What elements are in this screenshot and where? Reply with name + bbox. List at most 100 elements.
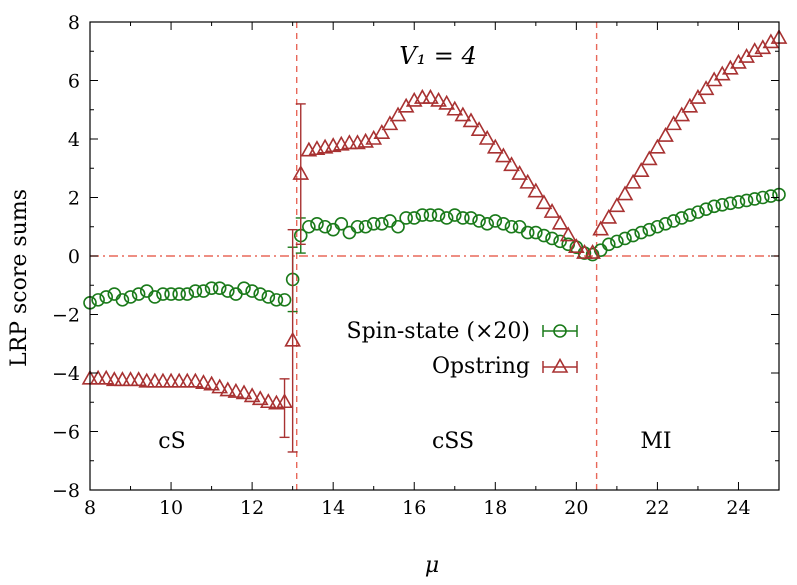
opstring-point bbox=[235, 384, 253, 400]
x-tick-label: 14 bbox=[321, 497, 345, 519]
spin-state-point bbox=[375, 217, 389, 231]
spin-state-point bbox=[683, 208, 697, 222]
opstring-point bbox=[762, 33, 780, 49]
y-tick-label: 2 bbox=[68, 188, 80, 210]
spin-state-point bbox=[496, 217, 511, 231]
spin-state-point bbox=[423, 208, 438, 222]
y-tick-label: −2 bbox=[52, 305, 80, 327]
spin-state-point bbox=[221, 284, 235, 298]
spin-state-point bbox=[383, 214, 397, 228]
opstring-point bbox=[251, 390, 269, 406]
opstring-point bbox=[97, 369, 115, 385]
opstring-point bbox=[511, 164, 528, 180]
opstring-point bbox=[519, 173, 537, 189]
opstring-point bbox=[681, 97, 699, 113]
spin-state-point bbox=[139, 284, 154, 298]
spin-state-point bbox=[707, 199, 721, 214]
opstring-point bbox=[640, 150, 658, 166]
opstring-point bbox=[551, 214, 569, 230]
opstring-point bbox=[422, 88, 439, 104]
legend-marker-spin bbox=[542, 324, 578, 338]
opstring-point bbox=[259, 393, 277, 409]
opstring-point bbox=[495, 147, 512, 163]
y-tick-label: 4 bbox=[68, 129, 80, 151]
opstring-point bbox=[227, 382, 245, 398]
opstring-point bbox=[657, 126, 674, 142]
spin-state-point bbox=[99, 290, 114, 304]
legend-marker-opstring bbox=[542, 357, 578, 373]
spin-state-point bbox=[674, 211, 689, 225]
spin-state-point bbox=[439, 211, 454, 225]
spin-state-point bbox=[610, 234, 624, 249]
spin-state-point bbox=[520, 225, 535, 240]
spin-state-point bbox=[545, 231, 559, 246]
opstring-point bbox=[114, 371, 131, 387]
spin-state-point bbox=[666, 214, 681, 228]
x-tick-label: 12 bbox=[240, 497, 264, 519]
spin-state-point bbox=[407, 211, 422, 225]
opstring-point bbox=[203, 375, 220, 391]
region-label-cs: cS bbox=[158, 429, 185, 454]
opstring-point bbox=[413, 88, 431, 104]
opstring-point bbox=[276, 393, 293, 409]
opstring-point bbox=[381, 115, 399, 131]
spin-state-point bbox=[91, 293, 105, 307]
opstring-point bbox=[178, 372, 196, 388]
spin-state-point bbox=[488, 214, 503, 228]
spin-state-point bbox=[601, 237, 616, 252]
opstring-point bbox=[503, 156, 520, 172]
opstring-point bbox=[584, 243, 601, 259]
spin-state-point bbox=[269, 293, 284, 307]
spin-state-point bbox=[148, 290, 162, 304]
opstring-series bbox=[81, 28, 788, 453]
opstring-point bbox=[576, 243, 593, 259]
spin-state-point bbox=[310, 217, 324, 231]
x-tick-label: 10 bbox=[159, 497, 183, 519]
opstring-point bbox=[130, 371, 148, 387]
spin-state-point bbox=[261, 290, 276, 304]
opstring-point bbox=[665, 115, 682, 131]
opstring-point bbox=[211, 378, 229, 394]
opstring-point bbox=[438, 94, 456, 110]
opstring-point bbox=[89, 369, 107, 385]
series-layer bbox=[81, 28, 788, 453]
x-tick-label: 20 bbox=[564, 497, 588, 519]
spin-state-point bbox=[618, 231, 632, 246]
spin-state-point bbox=[456, 211, 470, 225]
opstring-point bbox=[446, 100, 464, 116]
opstring-point bbox=[105, 371, 123, 387]
opstring-point bbox=[592, 220, 610, 236]
spin-state-point bbox=[658, 217, 673, 231]
region-label-css: cSS bbox=[432, 429, 474, 454]
y-tick-label: −4 bbox=[52, 363, 80, 385]
opstring-point bbox=[527, 182, 545, 198]
spin-state-point bbox=[585, 247, 600, 262]
x-tick-label: 22 bbox=[645, 497, 669, 519]
opstring-point bbox=[341, 134, 358, 150]
opstring-point bbox=[624, 173, 642, 189]
legend: Spin-state (×20) Opstring bbox=[347, 319, 578, 379]
spin-state-point bbox=[626, 228, 640, 243]
spin-state-point bbox=[512, 219, 527, 234]
spin-state-point bbox=[480, 217, 494, 231]
spin-state-point bbox=[464, 211, 478, 225]
x-tick-label: 18 bbox=[483, 497, 507, 519]
y-tick-label: −6 bbox=[52, 422, 80, 444]
opstring-point bbox=[389, 106, 407, 122]
spin-state-point bbox=[739, 193, 754, 208]
opstring-point bbox=[187, 372, 204, 388]
x-axis-title: μ bbox=[425, 553, 439, 578]
spin-state-point bbox=[229, 287, 243, 301]
spin-state-point bbox=[245, 284, 259, 298]
spin-state-point bbox=[504, 219, 519, 234]
opstring-point bbox=[454, 106, 472, 122]
opstring-point bbox=[292, 164, 310, 180]
spin-state-point bbox=[731, 195, 746, 209]
opstring-point bbox=[673, 106, 691, 122]
spin-state-point bbox=[277, 293, 292, 307]
spin-state-point bbox=[399, 211, 413, 225]
x-tick-label: 16 bbox=[402, 497, 426, 519]
spin-state-point bbox=[107, 287, 122, 301]
legend-label-spin: Spin-state (×20) bbox=[347, 319, 531, 344]
